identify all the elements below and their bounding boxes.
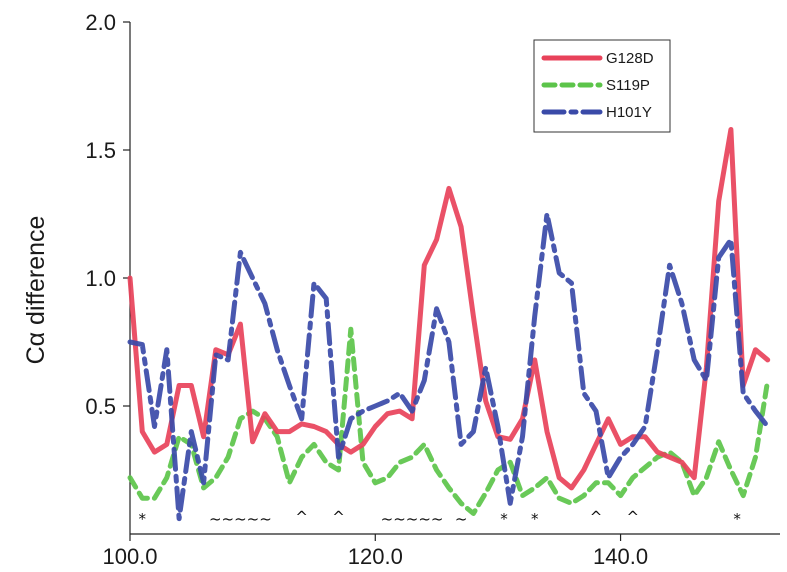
- y-tick-label: 1.5: [85, 138, 116, 163]
- annotation-mark: ~: [455, 510, 468, 528]
- annotation-mark: *: [733, 510, 741, 528]
- legend-label-g128d: G128D: [606, 50, 654, 67]
- axes: 0.5 1.0 1.5 2.0 100.0 120.0 140.0 Cα difference: [22, 10, 780, 569]
- legend-label-s119p: S119P: [606, 77, 650, 94]
- y-axis-label: Cα difference: [22, 216, 50, 365]
- annotation-mark: *: [500, 510, 508, 528]
- annotation-mark: *: [139, 510, 147, 528]
- annotation-mark: ^: [295, 508, 308, 526]
- x-tick-label: 140.0: [593, 544, 648, 569]
- x-tick-label: 120.0: [348, 544, 403, 569]
- y-tick-label: 1.0: [85, 266, 116, 291]
- annotation-mark: ^: [332, 508, 345, 526]
- annotation-mark: ^: [627, 508, 640, 526]
- annotation-mark: ~~~~~: [381, 510, 444, 528]
- annotations: * ~~~~~ ^ ^ ~~~~~ ~ * * ^ ^ *: [139, 508, 742, 528]
- legend-label-h101y: H101Y: [606, 104, 652, 121]
- annotation-mark: ~~~~~: [209, 510, 272, 528]
- y-tick-label: 2.0: [85, 10, 116, 35]
- series-line-h101y: [127, 211, 771, 522]
- annotation-mark: *: [531, 510, 539, 528]
- legend: G128D S119P H101Y: [533, 39, 671, 133]
- series-line-g128d: [127, 127, 771, 491]
- annotation-mark: ^: [590, 508, 603, 526]
- series-layer: [127, 127, 771, 522]
- y-tick-label: 0.5: [85, 394, 116, 419]
- x-tick-label: 100.0: [102, 544, 157, 569]
